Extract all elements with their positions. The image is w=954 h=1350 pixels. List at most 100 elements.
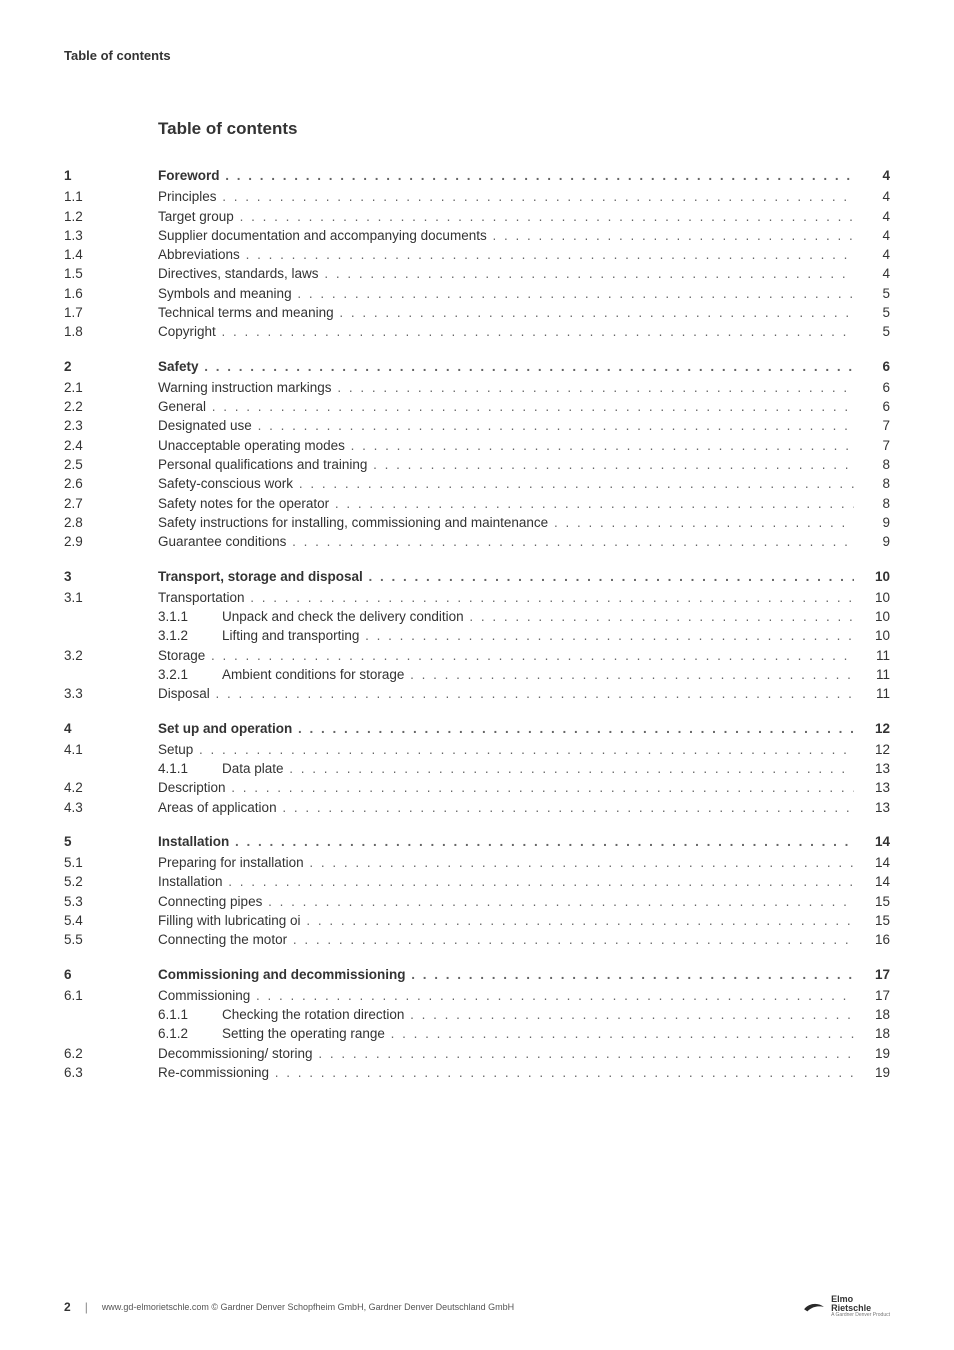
toc-label: Filling with lubricating oi <box>158 912 854 930</box>
toc-number: 4.1 <box>64 741 158 759</box>
footer-page-number: 2 <box>64 1300 71 1314</box>
toc-number: 1.6 <box>64 285 158 303</box>
toc-label: Data plate <box>222 760 854 778</box>
toc-number: 1.8 <box>64 323 158 341</box>
toc-label: Transport, storage and disposal <box>158 568 854 586</box>
toc-page: 6 <box>854 379 890 397</box>
toc-number: 4 <box>64 720 158 738</box>
toc-row: 1.3Supplier documentation and accompanyi… <box>64 227 890 245</box>
toc-label: Guarantee conditions <box>158 533 854 551</box>
toc-row: 2.3Designated use7 <box>64 417 890 435</box>
toc-number: 1.4 <box>64 246 158 264</box>
toc-page: 11 <box>854 647 890 665</box>
toc-page: 4 <box>854 188 890 206</box>
toc-row: 2.4Unacceptable operating modes7 <box>64 437 890 455</box>
footer-copyright: © Gardner Denver Schopfheim GmbH, Gardne… <box>211 1302 514 1312</box>
toc-label: Disposal <box>158 685 854 703</box>
toc-row: 2Safety6 <box>64 358 890 376</box>
toc-row: 4.1.1Data plate13 <box>64 760 890 778</box>
toc-number: 5.4 <box>64 912 158 930</box>
toc-row: 4.3Areas of application13 <box>64 799 890 817</box>
toc-number: 3.2 <box>64 647 158 665</box>
toc-page: 12 <box>854 741 890 759</box>
toc-subnumber: 3.1.1 <box>158 608 222 626</box>
toc-row: 1.4Abbreviations4 <box>64 246 890 264</box>
toc-label: Safety <box>158 358 854 376</box>
toc-label: Supplier documentation and accompanying … <box>158 227 854 245</box>
toc-number: 6.3 <box>64 1064 158 1082</box>
toc-label: Unpack and check the delivery condition <box>222 608 854 626</box>
toc-number: 2.6 <box>64 475 158 493</box>
toc-page: 4 <box>854 265 890 283</box>
footer-logo: Elmo Rietschle A Gardner Denver Product <box>803 1295 890 1318</box>
toc-row: 1.1Principles4 <box>64 188 890 206</box>
toc-label: General <box>158 398 854 416</box>
toc-page: 15 <box>854 912 890 930</box>
toc-label: Commissioning <box>158 987 854 1005</box>
toc-subnumber: 3.1.2 <box>158 627 222 645</box>
toc-page: 7 <box>854 437 890 455</box>
toc-label: Preparing for installation <box>158 854 854 872</box>
toc-number: 3 <box>64 568 158 586</box>
toc-row: 3.2Storage11 <box>64 647 890 665</box>
toc-row: 4.2Description13 <box>64 779 890 797</box>
toc-label: Setting the operating range <box>222 1025 854 1043</box>
toc-number: 5.2 <box>64 873 158 891</box>
toc-page: 14 <box>854 833 890 851</box>
toc-subnumber: 6.1.2 <box>158 1025 222 1043</box>
toc-page: 17 <box>854 987 890 1005</box>
toc-row: 6.1Commissioning17 <box>64 987 890 1005</box>
toc-number: 3.1 <box>64 589 158 607</box>
toc-number: 5.3 <box>64 893 158 911</box>
toc-page: 11 <box>854 666 890 684</box>
toc-page: 4 <box>854 208 890 226</box>
toc-row: 5.4Filling with lubricating oi15 <box>64 912 890 930</box>
footer-text: www.gd-elmorietschle.com © Gardner Denve… <box>102 1302 514 1312</box>
toc-page: 17 <box>854 966 890 984</box>
toc-label: Installation <box>158 873 854 891</box>
toc-label: Safety notes for the operator <box>158 495 854 513</box>
toc-label: Storage <box>158 647 854 665</box>
toc-page: 8 <box>854 495 890 513</box>
toc-row: 1.5Directives, standards, laws4 <box>64 265 890 283</box>
toc-page: 8 <box>854 456 890 474</box>
toc-number: 2.5 <box>64 456 158 474</box>
toc-number: 2.2 <box>64 398 158 416</box>
toc-page: 14 <box>854 873 890 891</box>
toc-label: Ambient conditions for storage <box>222 666 854 684</box>
toc-label: Warning instruction markings <box>158 379 854 397</box>
toc-label: Symbols and meaning <box>158 285 854 303</box>
toc-label: Lifting and transporting <box>222 627 854 645</box>
toc-number: 5.1 <box>64 854 158 872</box>
toc-row: 2.5Personal qualifications and training8 <box>64 456 890 474</box>
toc-label: Safety instructions for installing, comm… <box>158 514 854 532</box>
toc-number: 1.3 <box>64 227 158 245</box>
toc-title: Table of contents <box>158 119 890 139</box>
toc-page: 19 <box>854 1064 890 1082</box>
toc-label: Principles <box>158 188 854 206</box>
toc-row: 1Foreword4 <box>64 167 890 185</box>
toc-label: Setup <box>158 741 854 759</box>
toc-page: 18 <box>854 1025 890 1043</box>
toc-label: Transportation <box>158 589 854 607</box>
toc-page: 4 <box>854 227 890 245</box>
toc-label: Copyright <box>158 323 854 341</box>
toc-number: 3.3 <box>64 685 158 703</box>
toc-label: Safety-conscious work <box>158 475 854 493</box>
footer-site: www.gd-elmorietschle.com <box>102 1302 209 1312</box>
footer-left: 2 | www.gd-elmorietschle.com © Gardner D… <box>64 1300 514 1314</box>
toc-row: 6.1.2Setting the operating range18 <box>64 1025 890 1043</box>
toc-page: 16 <box>854 931 890 949</box>
toc-label: Target group <box>158 208 854 226</box>
toc-label: Connecting the motor <box>158 931 854 949</box>
toc-page: 10 <box>854 627 890 645</box>
toc-row: 6.2Decommissioning/ storing19 <box>64 1045 890 1063</box>
toc-row: 3.3Disposal11 <box>64 685 890 703</box>
running-head: Table of contents <box>64 48 890 63</box>
toc-row: 5.5Connecting the motor16 <box>64 931 890 949</box>
toc-row: 1.2Target group4 <box>64 208 890 226</box>
toc-page: 5 <box>854 304 890 322</box>
toc-label: Personal qualifications and training <box>158 456 854 474</box>
toc-label: Commissioning and decommissioning <box>158 966 854 984</box>
toc-label: Checking the rotation direction <box>222 1006 854 1024</box>
